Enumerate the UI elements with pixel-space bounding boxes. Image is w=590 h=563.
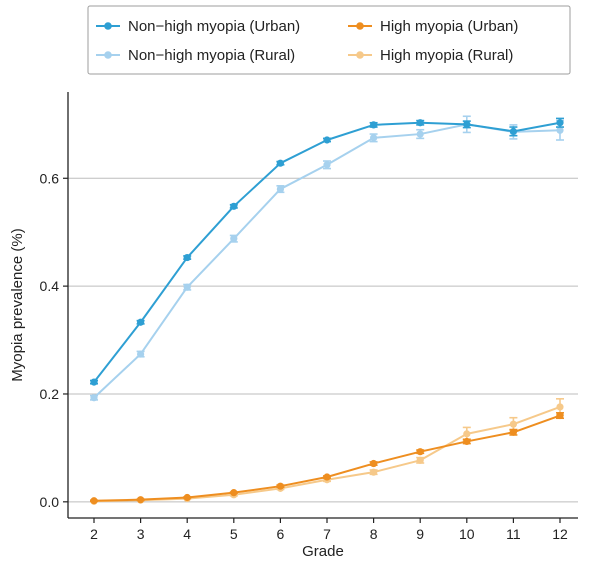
- legend-swatch-marker: [104, 51, 112, 59]
- data-point: [183, 253, 191, 262]
- data-point: [90, 378, 98, 386]
- y-tick-label: 0.4: [40, 278, 60, 294]
- data-point: [137, 350, 145, 358]
- data-point: [137, 496, 145, 504]
- data-point: [463, 437, 471, 446]
- data-point: [183, 283, 191, 291]
- series-lines: [90, 115, 564, 505]
- data-point: [323, 136, 331, 144]
- legend-label: Non−high myopia (Urban): [128, 18, 300, 35]
- data-point: [276, 482, 284, 490]
- data-point: [90, 394, 98, 402]
- data-point: [416, 130, 424, 138]
- data-point: [370, 134, 378, 142]
- data-point: [509, 428, 517, 436]
- data-point: [556, 411, 564, 420]
- data-point: [230, 202, 238, 210]
- x-tick-label: 11: [506, 526, 521, 542]
- data-point: [323, 473, 331, 481]
- grid-lines: [68, 177, 578, 503]
- x-tick-label: 4: [183, 526, 191, 542]
- legend-label: High myopia (Urban): [380, 18, 518, 35]
- data-point: [556, 126, 564, 134]
- data-point: [370, 121, 378, 129]
- legend-item: Non−high myopia (Urban): [96, 18, 300, 35]
- data-point: [416, 119, 424, 127]
- x-axis-title: Grade: [302, 543, 344, 560]
- legend-item: Non−high myopia (Rural): [96, 47, 295, 64]
- data-point: [137, 318, 145, 326]
- x-tick-label: 7: [323, 526, 331, 542]
- data-point: [509, 420, 517, 428]
- x-tick-label: 6: [277, 526, 285, 542]
- x-tick-label: 2: [90, 526, 98, 542]
- legend-item: High myopia (Rural): [348, 47, 513, 64]
- series-0: [90, 117, 564, 386]
- x-tick-label: 10: [459, 526, 475, 542]
- legend-item: High myopia (Urban): [348, 18, 518, 35]
- x-tick-label: 8: [370, 526, 378, 542]
- series-line: [93, 405, 561, 503]
- data-point: [556, 119, 564, 127]
- legend-label: Non−high myopia (Rural): [128, 47, 295, 64]
- data-point: [230, 489, 238, 497]
- data-point: [370, 459, 378, 468]
- legend-swatch-marker: [356, 22, 364, 30]
- y-tick-label: 0.6: [40, 170, 60, 186]
- legend-swatch-marker: [104, 22, 112, 30]
- data-point: [90, 497, 98, 505]
- data-point: [276, 185, 284, 193]
- data-point: [183, 493, 191, 502]
- y-axis-title: Myopia prevalence (%): [9, 228, 26, 381]
- data-point: [230, 235, 238, 243]
- axes: 0.0 0.2 0.4 0.6 2 3 4 5 6 7 8 9 10 11 12: [40, 92, 578, 542]
- x-tick-label: 12: [552, 526, 568, 542]
- x-tick-label: 9: [416, 526, 424, 542]
- legend-swatch-marker: [356, 51, 364, 59]
- legend: Non−high myopia (Urban) High myopia (Urba…: [87, 5, 571, 75]
- x-tick-label: 3: [137, 526, 145, 542]
- series-3: [90, 398, 564, 505]
- y-tick-label: 0.0: [40, 494, 60, 510]
- data-point: [463, 430, 471, 438]
- data-point: [509, 127, 517, 135]
- data-point: [276, 159, 284, 167]
- data-point: [416, 456, 424, 464]
- y-tick-label: 0.2: [40, 386, 60, 402]
- data-point: [556, 403, 564, 411]
- series-1: [90, 115, 564, 402]
- series-2: [90, 411, 564, 505]
- data-point: [416, 448, 424, 456]
- x-tick-label: 5: [230, 526, 238, 542]
- data-point: [463, 120, 471, 128]
- legend-box: [87, 5, 571, 75]
- legend-label: High myopia (Rural): [380, 47, 513, 64]
- data-point: [323, 161, 331, 169]
- data-point: [370, 468, 378, 476]
